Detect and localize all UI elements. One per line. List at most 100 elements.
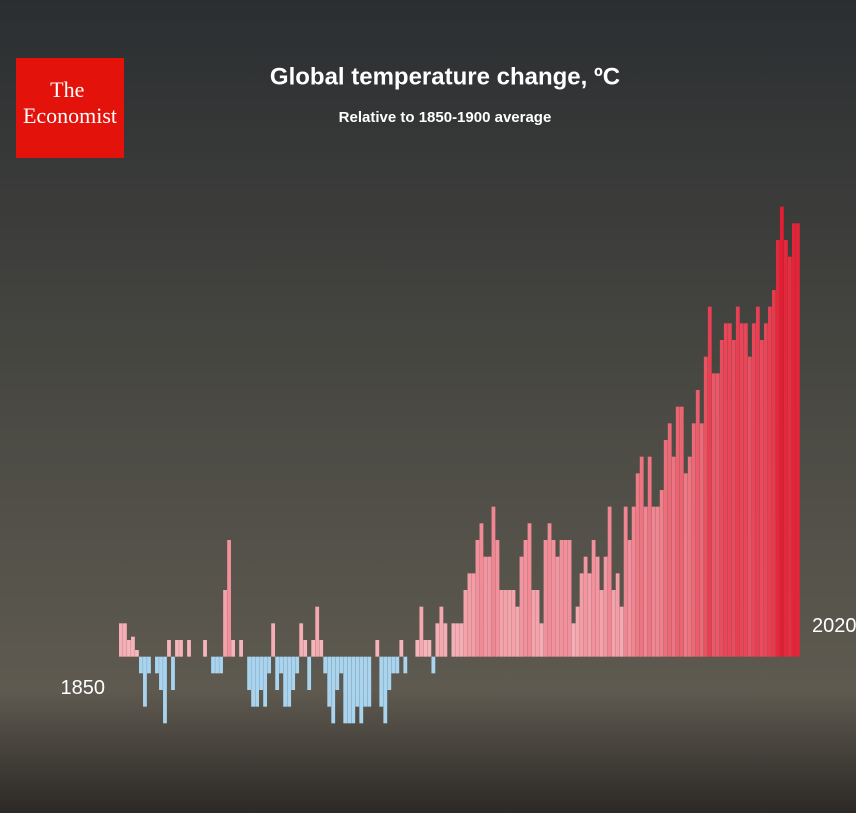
bar [179, 640, 183, 657]
bar [387, 656, 392, 690]
bar [475, 540, 480, 657]
bar [499, 590, 504, 657]
bar [171, 656, 175, 690]
bar [707, 306, 712, 657]
bar [711, 373, 716, 657]
bar [219, 656, 223, 674]
bar [351, 656, 356, 724]
bar [335, 656, 340, 690]
bar [675, 406, 680, 657]
logo: The Economist [23, 77, 117, 128]
bar [187, 640, 191, 657]
bar [759, 340, 764, 657]
bar [591, 540, 596, 657]
bar [347, 656, 352, 724]
bar [287, 656, 292, 707]
bar [731, 340, 736, 657]
bar [651, 506, 656, 657]
bar [523, 540, 528, 657]
bar [323, 656, 328, 674]
bar [515, 606, 520, 657]
bar [279, 656, 284, 674]
bar [315, 606, 320, 657]
bar [455, 623, 460, 657]
bar [231, 640, 235, 657]
bar [495, 540, 500, 657]
bar [395, 656, 400, 674]
bar [687, 456, 692, 657]
bar [147, 656, 151, 674]
bar [619, 606, 624, 657]
bar [451, 623, 456, 657]
bar [755, 306, 760, 657]
bar [339, 656, 344, 674]
bar [607, 506, 612, 657]
chart-title: Global temperature change, ºC [270, 63, 620, 90]
bar [135, 650, 139, 657]
bar [783, 240, 788, 657]
bar [503, 590, 508, 657]
bar [723, 323, 728, 657]
bar [775, 240, 780, 657]
bar [259, 656, 264, 690]
bar [703, 356, 708, 657]
bar [415, 640, 420, 657]
x-tick-label: 2020 [812, 615, 856, 637]
bar [791, 223, 796, 657]
bar [727, 323, 732, 657]
x-tick-label: 1850 [61, 677, 106, 699]
bar [583, 556, 588, 657]
bar [263, 656, 268, 707]
bar [359, 656, 364, 724]
bar [367, 656, 372, 707]
bar [527, 523, 532, 657]
bar [763, 323, 768, 657]
bar [575, 606, 580, 657]
bar [567, 540, 572, 657]
bar [343, 656, 348, 724]
bar [419, 606, 424, 657]
bar [715, 373, 720, 657]
bar [227, 540, 231, 657]
bar [623, 506, 628, 657]
bar [431, 656, 436, 674]
bar [271, 623, 276, 657]
bar [795, 223, 800, 657]
bar [319, 640, 324, 657]
bar [311, 640, 316, 657]
logo-box [16, 58, 124, 158]
bar [635, 473, 640, 657]
bar [267, 656, 272, 674]
bar [383, 656, 388, 724]
bar [427, 640, 432, 657]
bar [307, 656, 312, 690]
bar [603, 556, 608, 657]
bar [595, 556, 600, 657]
bar [375, 640, 380, 657]
bar [295, 656, 300, 674]
bar [435, 623, 440, 657]
bar [771, 290, 776, 657]
bar [547, 523, 552, 657]
bar [667, 423, 672, 657]
bar [579, 573, 584, 657]
bar [403, 656, 408, 674]
bar [491, 506, 496, 657]
bar [663, 440, 668, 657]
bar [391, 656, 396, 674]
bar [327, 656, 332, 707]
bar [519, 556, 524, 657]
bar [363, 656, 368, 707]
bar [787, 256, 792, 657]
bar [739, 323, 744, 657]
bar [159, 656, 163, 690]
bar [155, 656, 159, 674]
bar [167, 640, 171, 657]
bar [563, 540, 568, 657]
bar [399, 640, 404, 657]
bar [599, 590, 604, 657]
bar [247, 656, 251, 690]
bar [691, 423, 696, 657]
bar [531, 590, 536, 657]
